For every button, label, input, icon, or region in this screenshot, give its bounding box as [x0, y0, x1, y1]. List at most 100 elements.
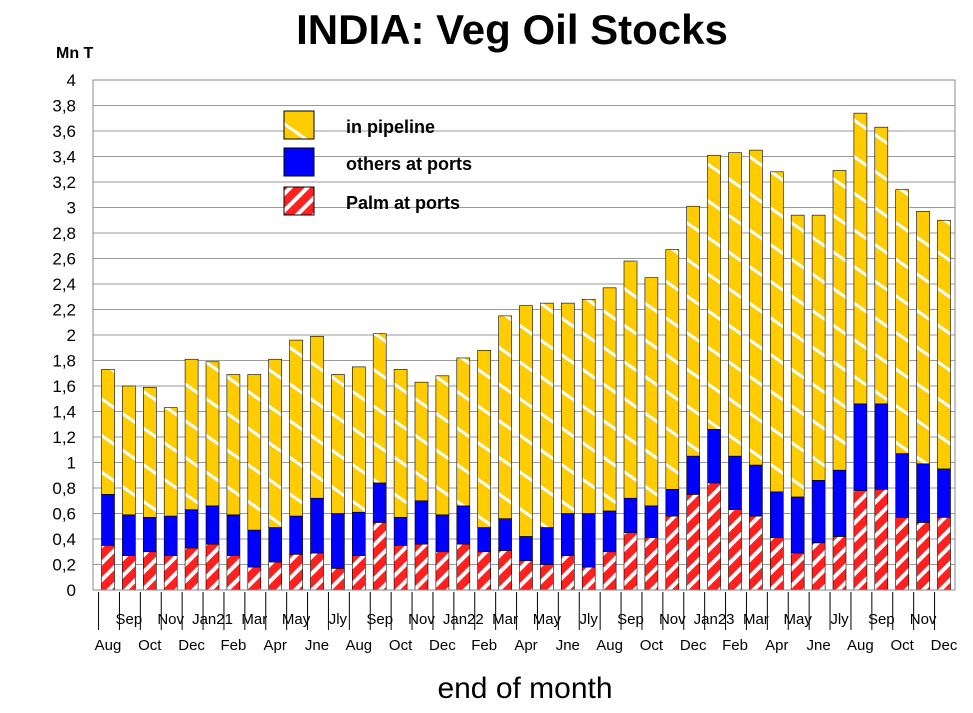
bar-in-pipeline [602, 287, 617, 512]
bar-stack [581, 298, 596, 591]
bar-in-pipeline [790, 214, 805, 498]
x-tick-label: Feb [722, 637, 748, 654]
bar-palm-at-ports [581, 566, 596, 591]
bar-others-at-ports [937, 468, 951, 518]
bar-in-pipeline [937, 219, 951, 470]
bar-in-pipeline [393, 369, 408, 518]
x-tick-label: Aug [596, 637, 623, 654]
bar-stack [665, 249, 680, 591]
bar-stack [623, 260, 638, 591]
x-tick-label: Sep [868, 611, 895, 628]
bar-others-at-ports [226, 514, 241, 556]
bar-others-at-ports [498, 518, 512, 551]
x-tick-label: May [533, 611, 562, 628]
x-tick-label: Oct [891, 637, 915, 654]
y-tick-label: 2,4 [52, 275, 76, 294]
bar-in-pipeline [247, 374, 262, 531]
y-tick-label: 1,6 [52, 377, 76, 396]
x-tick-label: Sep [116, 611, 143, 628]
bar-stack [644, 277, 659, 591]
y-tick-label: 2 [67, 326, 76, 345]
bar-in-pipeline [498, 315, 512, 519]
bar-palm-at-ports [310, 552, 324, 591]
bar-palm-at-ports [456, 543, 471, 591]
bar-others-at-ports [916, 463, 930, 523]
y-tick-label: 1,2 [52, 428, 76, 447]
bar-palm-at-ports [289, 553, 303, 591]
bar-stack [602, 287, 617, 591]
bar-in-pipeline [122, 385, 136, 516]
bar-palm-at-ports [540, 564, 554, 591]
bar-others-at-ports [853, 403, 868, 491]
bar-in-pipeline [268, 358, 283, 528]
bar-others-at-ports [393, 517, 408, 546]
bar-others-at-ports [540, 527, 554, 565]
bar-stack [331, 374, 345, 591]
x-tick-label: Apr [765, 637, 788, 654]
bar-stack [122, 385, 136, 591]
bar-stack [414, 381, 429, 591]
bar-palm-at-ports [707, 482, 721, 591]
y-tick-label: 2,6 [52, 250, 76, 269]
bar-others-at-ports [602, 510, 617, 553]
x-tick-label: Dec [178, 637, 205, 654]
bar-stack [393, 369, 408, 591]
bar-stack [769, 171, 784, 591]
bar-others-at-ports [728, 455, 742, 510]
bar-in-pipeline [853, 112, 868, 405]
bar-in-pipeline [372, 333, 387, 484]
bar-in-pipeline [101, 369, 115, 495]
x-tick-label: Sep [617, 611, 644, 628]
x-tick-label: Dec [931, 637, 958, 654]
y-tick-label: 3 [67, 199, 76, 218]
x-tick-label: Apr [514, 637, 537, 654]
legend-swatch-others-at-ports [283, 147, 315, 177]
bar-palm-at-ports [101, 545, 115, 591]
bar-others-at-ports [749, 464, 763, 517]
bar-palm-at-ports [686, 494, 701, 591]
x-tick-label: Aug [847, 637, 874, 654]
bar-palm-at-ports [728, 509, 742, 591]
bar-stack [289, 339, 303, 591]
y-tick-label: 0 [67, 581, 76, 600]
x-tick-label: Aug [345, 637, 372, 654]
x-tick-label: Jan22 [443, 611, 484, 628]
bar-stack [540, 302, 554, 591]
bar-palm-at-ports [435, 551, 450, 591]
x-tick-label: Dec [429, 637, 456, 654]
bar-stack [226, 374, 241, 591]
bar-others-at-ports [874, 403, 889, 490]
bar-palm-at-ports [623, 532, 638, 591]
y-tick-labels: 0 0,2 0,4 0,6 0,8 1 1,2 1,4 1,6 1,8 2 2,2 2,4 2,6 2,8 3… [52, 71, 76, 600]
bar-in-pipeline [811, 214, 826, 481]
bar-palm-at-ports [644, 537, 659, 591]
x-tick-label: Apr [264, 637, 287, 654]
x-tick-label: Jly [329, 611, 348, 628]
bar-stack [143, 386, 157, 591]
x-tick-label: Mar [492, 611, 518, 628]
bar-others-at-ports [310, 497, 324, 554]
bar-in-pipeline [769, 171, 784, 493]
y-tick-label: 1,4 [52, 403, 76, 422]
x-tick-label: Nov [659, 611, 686, 628]
bar-others-at-ports [163, 515, 178, 556]
bar-palm-at-ports [916, 522, 930, 591]
bar-stack [895, 189, 910, 591]
y-tick-label: 3,6 [52, 122, 76, 141]
bar-stack [163, 407, 178, 591]
legend-label-others-at-ports: others at ports [346, 154, 472, 174]
bar-in-pipeline [665, 249, 680, 490]
bar-stack [477, 349, 492, 591]
bar-in-pipeline [540, 302, 554, 528]
x-tick-label: Feb [471, 637, 497, 654]
bar-in-pipeline [184, 358, 199, 510]
bar-stack [832, 170, 847, 591]
y-tick-label: 3,2 [52, 173, 76, 192]
bar-palm-at-ports [163, 555, 178, 591]
bar-stack [372, 333, 387, 591]
y-tick-label: 3,8 [52, 97, 76, 116]
x-axis: AugSepOctNovDecJan21FebMarAprMayJneJlyAu… [95, 592, 958, 654]
bar-in-pipeline [414, 381, 429, 502]
bar-stack [205, 361, 220, 591]
